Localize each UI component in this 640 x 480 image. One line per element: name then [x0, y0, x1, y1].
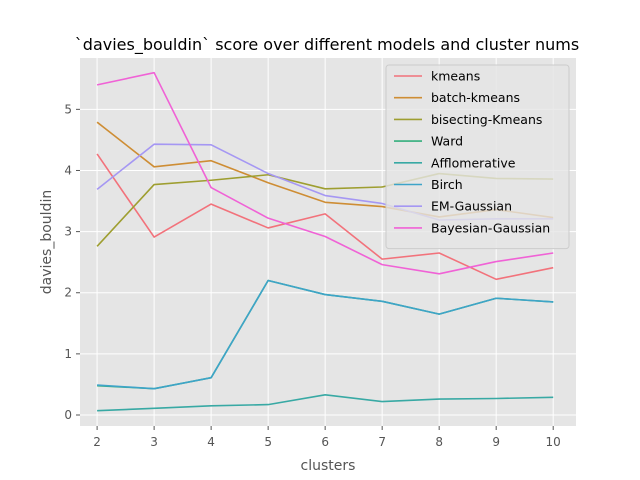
legend-label: Afflomerative: [431, 155, 516, 170]
series-line-bayesian-gaussian: [96, 71, 554, 275]
legend-label: Birch: [431, 177, 463, 192]
series-line-kmeans: [96, 153, 554, 281]
x-tick-label: 10: [546, 435, 561, 449]
legend-label: Ward: [431, 134, 463, 149]
legend: kmeans batch-kmeans bisecting-Kmeans Ward Af…: [385, 64, 570, 250]
x-tick-label: 2: [93, 435, 101, 449]
x-tick-labels: 2 3 4 5 6 7 8 9 10: [93, 426, 561, 449]
x-tick-label: 6: [321, 435, 329, 449]
y-tick-label: 5: [64, 102, 72, 116]
x-tick-label: 7: [378, 435, 386, 449]
legend-label: Bayesian-Gaussian: [431, 220, 550, 235]
legend-label: EM-Gaussian: [431, 199, 512, 214]
y-tick-label: 2: [64, 286, 72, 300]
x-axis-label: clusters: [301, 458, 356, 474]
x-tick-label: 5: [264, 435, 272, 449]
legend-label: bisecting-Kmeans: [431, 112, 542, 127]
legend-label: kmeans: [431, 69, 480, 84]
legend-label: batch-kmeans: [431, 90, 520, 105]
x-tick-label: 8: [435, 435, 443, 449]
series-line-birch: [97, 279, 554, 390]
y-tick-label: 4: [64, 163, 72, 177]
legend-box: [385, 64, 570, 250]
x-tick-label: 3: [150, 435, 158, 449]
y-tick-label: 0: [64, 408, 72, 422]
y-axis-label: davies_bouldin: [39, 190, 55, 294]
series-line-afflomerative: [97, 394, 554, 412]
y-tick-labels: 0 1 2 3 4 5: [64, 102, 80, 422]
y-tick-label: 3: [64, 225, 72, 239]
y-tick-label: 1: [64, 347, 72, 361]
x-tick-label: 9: [492, 435, 500, 449]
chart-title: `davies_bouldin` score over different mo…: [75, 35, 579, 55]
x-tick-label: 4: [207, 435, 215, 449]
